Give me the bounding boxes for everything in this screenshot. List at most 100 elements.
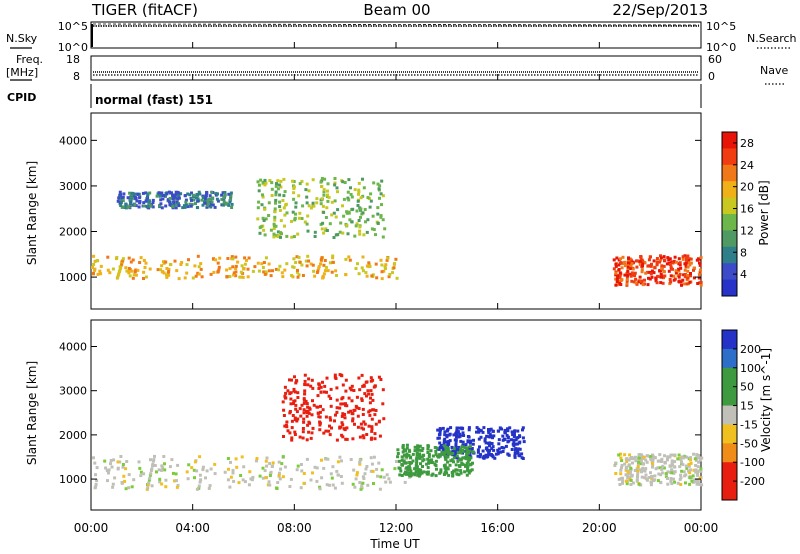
scatter-cell-red-arc bbox=[303, 389, 307, 393]
scatter-cell-blue-patch bbox=[497, 442, 501, 446]
scatter-cell-evening-scatter bbox=[663, 461, 667, 465]
scatter-cell-main-band bbox=[121, 257, 125, 261]
scatter-cell-evening-scatter bbox=[653, 456, 657, 460]
scatter-cell-evening-band bbox=[656, 274, 660, 278]
colorbar-swatch bbox=[722, 140, 737, 145]
scatter-cell-main-band bbox=[217, 268, 221, 272]
scatter-cell-red-arc bbox=[296, 396, 300, 399]
scatter-cell-red-arc bbox=[288, 431, 292, 435]
scatter-cell-main-band bbox=[321, 274, 325, 278]
scatter-cell-mid-arc bbox=[320, 177, 324, 180]
colorbar-swatch bbox=[722, 259, 737, 264]
scatter-cell-main-band bbox=[267, 262, 271, 266]
scatter-cell-ground-scatter bbox=[109, 459, 113, 462]
scatter-cell-green-patch bbox=[413, 473, 417, 477]
scatter-cell-green-patch bbox=[444, 468, 448, 472]
scatter-cell-red-arc bbox=[367, 392, 371, 396]
scatter-cell-ground-scatter bbox=[198, 455, 202, 459]
scatter-cell-upper-band bbox=[168, 196, 172, 200]
scatter-cell-red-arc bbox=[341, 423, 345, 427]
scatter-cell-evening-scatter bbox=[697, 454, 701, 457]
scatter-cell-ground-scatter bbox=[127, 473, 131, 477]
scatter-cell-green-patch bbox=[405, 446, 409, 450]
scatter-cell-red-arc bbox=[284, 391, 288, 395]
scatter-cell-main-band bbox=[283, 268, 287, 272]
scatter-cell-red-arc bbox=[299, 414, 303, 418]
scatter-cell-evening-band bbox=[619, 283, 623, 286]
scatter-cell-green-patch bbox=[460, 445, 464, 449]
scatter-cell-ground-scatter bbox=[130, 485, 134, 489]
scatter-cell-ground-scatter bbox=[235, 465, 239, 469]
scatter-cell-upper-band bbox=[168, 200, 171, 204]
scatter-cell-blue-patch bbox=[441, 448, 445, 452]
scatter-cell-blue-patch bbox=[516, 442, 519, 446]
scatter-cell-ground-scatter bbox=[148, 473, 152, 477]
scatter-cell-main-band bbox=[144, 275, 148, 279]
scatter-cell-ground-scatter bbox=[195, 469, 199, 473]
scatter-cell-evening-band bbox=[612, 267, 616, 271]
scatter-cell-evening-band bbox=[678, 261, 682, 265]
scatter-cell-blue-patch bbox=[516, 449, 520, 453]
scatter-cell-ground-scatter bbox=[145, 487, 149, 491]
scatter-cell-red-arc bbox=[363, 392, 367, 396]
scatter-cell-green-patch bbox=[434, 449, 438, 453]
colorbar-swatch bbox=[722, 132, 737, 137]
velocity-colorbar-label: Velocity [m s^-1] bbox=[759, 348, 773, 452]
scatter-cell-ground-scatter bbox=[105, 469, 109, 473]
scatter-cell-mid-arc bbox=[278, 209, 282, 212]
scatter-cell-upper-band bbox=[216, 199, 220, 203]
scatter-cell-evening-scatter bbox=[631, 461, 634, 465]
scatter-cell-ground-scatter bbox=[281, 455, 285, 459]
scatter-cell-mid-arc bbox=[264, 181, 268, 185]
scatter-cell-evening-band bbox=[677, 275, 681, 279]
scatter-cell-mid-arc bbox=[341, 204, 344, 208]
scatter-cell-evening-band bbox=[692, 268, 695, 272]
scatter-cell-ground-scatter bbox=[175, 485, 179, 489]
scatter-cell-red-arc bbox=[303, 379, 307, 383]
scatter-cell-upper-band bbox=[173, 195, 177, 199]
scatter-cell-mid-arc bbox=[322, 188, 326, 192]
scatter-cell-mid-arc bbox=[330, 200, 334, 204]
scatter-cell-blue-patch bbox=[478, 445, 481, 449]
scatter-cell-red-arc bbox=[369, 396, 372, 400]
scatter-cell-red-arc bbox=[335, 398, 339, 402]
scatter-cell-green-patch bbox=[466, 465, 470, 469]
scatter-cell-ground-scatter bbox=[359, 487, 363, 491]
scatter-cell-red-arc bbox=[283, 394, 287, 398]
scatter-cell-evening-scatter bbox=[681, 463, 685, 467]
scatter-cell-mid-arc bbox=[377, 187, 381, 191]
scatter-cell-ground-scatter bbox=[157, 468, 161, 472]
scatter-cell-red-arc bbox=[322, 390, 326, 394]
scatter-cell-ground-scatter bbox=[153, 454, 156, 458]
scatter-cell-red-arc bbox=[374, 409, 378, 412]
scatter-cell-blue-patch bbox=[442, 442, 446, 445]
scatter-cell-evening-scatter bbox=[660, 460, 663, 463]
scatter-cell-upper-band bbox=[123, 206, 127, 209]
scatter-cell-green-patch bbox=[419, 469, 423, 472]
scatter-cell-main-band bbox=[264, 270, 268, 274]
scatter-cell-evening-scatter bbox=[673, 453, 677, 457]
scatter-cell-evening-band bbox=[624, 264, 627, 268]
scatter-cell-upper-band bbox=[119, 200, 123, 204]
scatter-cell-ground-scatter bbox=[213, 472, 217, 476]
scatter-cell-evening-scatter bbox=[628, 471, 632, 475]
scatter-cell-evening-scatter bbox=[689, 456, 693, 460]
scatter-cell-mid-arc bbox=[343, 181, 347, 184]
scatter-cell-main-band bbox=[267, 269, 271, 273]
y-tick-label: 4000 bbox=[59, 341, 87, 354]
scatter-cell-mid-arc bbox=[378, 196, 381, 200]
scatter-cell-evening-band bbox=[696, 282, 700, 285]
scatter-cell-mid-arc bbox=[305, 182, 309, 186]
scatter-cell-upper-band bbox=[177, 202, 180, 206]
scatter-cell-ground-scatter bbox=[240, 455, 244, 459]
scatter-cell-mid-arc bbox=[294, 212, 297, 216]
scatter-cell-main-band bbox=[334, 269, 338, 273]
scatter-cell-mid-arc bbox=[272, 224, 276, 228]
scatter-cell-ground-scatter bbox=[118, 460, 122, 464]
scatter-cell-mid-arc bbox=[357, 219, 361, 222]
scatter-cell-evening-scatter bbox=[678, 465, 682, 469]
scatter-cell-blue-patch bbox=[443, 437, 447, 441]
scatter-cell-evening-scatter bbox=[683, 474, 687, 478]
scatter-cell-main-band bbox=[393, 262, 397, 266]
